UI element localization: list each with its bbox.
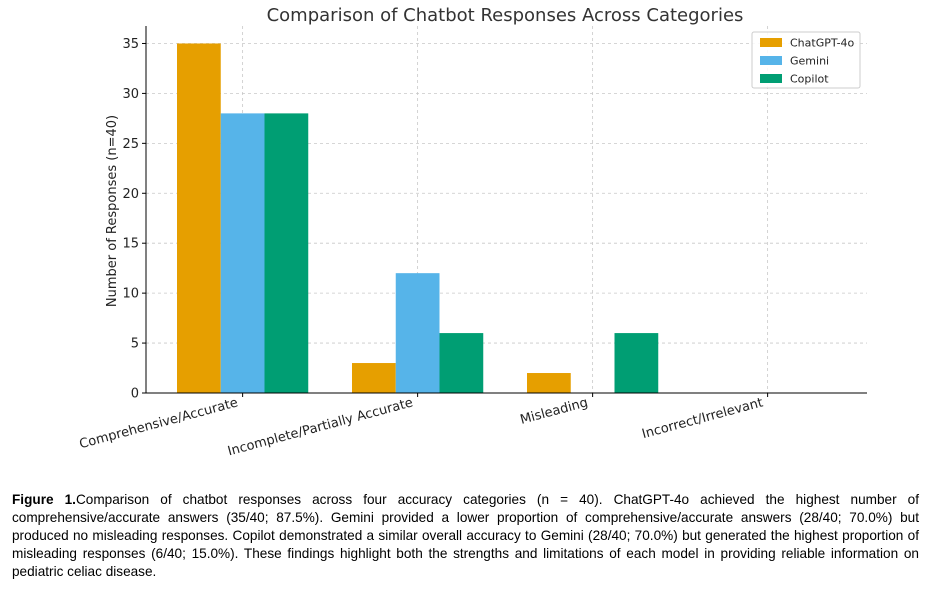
x-tick-label-1: Incomplete/Partially Accurate <box>226 395 414 459</box>
y-tick-label-1: 5 <box>131 337 139 352</box>
bars-layer <box>177 43 659 393</box>
y-tick-label-2: 10 <box>122 287 139 302</box>
y-tick-label-7: 35 <box>122 37 139 52</box>
y-tick-label-6: 30 <box>122 87 139 102</box>
legend-swatch-1 <box>760 56 782 65</box>
bar-1-0 <box>220 113 265 393</box>
caption-label: Figure 1. <box>12 492 76 507</box>
y-tick-label-0: 0 <box>131 387 139 402</box>
legend-swatch-2 <box>760 74 782 83</box>
bar-chart: Comparison of Chatbot Responses Across C… <box>78 5 867 459</box>
bar-0-0 <box>177 43 221 393</box>
figure-caption: Figure 1.Comparison of chatbot responses… <box>12 491 919 581</box>
caption-text: Comparison of chatbot responses across f… <box>12 492 919 579</box>
y-tick-label-5: 25 <box>122 137 139 152</box>
bar-0-2 <box>527 373 571 393</box>
legend-swatch-0 <box>760 38 782 47</box>
bar-1-1 <box>395 273 440 393</box>
legend-label-0: ChatGPT-4o <box>790 37 855 50</box>
legend-label-1: Gemini <box>790 55 829 68</box>
x-tick-label-2: Misleading <box>519 395 590 427</box>
y-axis-label: Number of Responses (n=40) <box>105 115 120 307</box>
bar-2-1 <box>439 333 484 393</box>
legend: ChatGPT-4o Gemini Copilot <box>751 31 861 89</box>
y-tick-label-4: 20 <box>122 187 139 202</box>
legend-label-2: Copilot <box>790 73 829 86</box>
bar-2-0 <box>264 113 309 393</box>
y-tick-label-3: 15 <box>122 237 139 252</box>
bar-2-2 <box>614 333 659 393</box>
x-tick-label-3: Incorrect/Irrelevant <box>640 395 764 442</box>
x-tick-label-0: Comprehensive/Accurate <box>78 395 240 452</box>
chart-title: Comparison of Chatbot Responses Across C… <box>267 5 744 26</box>
bar-0-1 <box>352 363 396 393</box>
